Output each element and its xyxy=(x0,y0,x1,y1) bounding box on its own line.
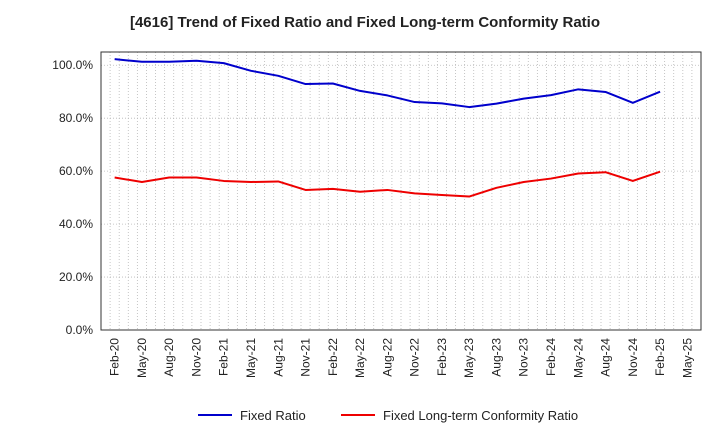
x-tick-label: May-23 xyxy=(462,338,476,378)
x-tick-label: Nov-20 xyxy=(189,338,203,377)
y-axis-tick-labels: 0.0% 20.0% 40.0% 60.0% 80.0% 100.0% xyxy=(52,58,93,337)
y-tick-label: 40.0% xyxy=(59,217,93,231)
x-tick-label: May-25 xyxy=(680,338,694,378)
x-tick-label: Feb-23 xyxy=(435,338,449,376)
x-tick-label: Aug-22 xyxy=(380,338,394,377)
x-axis-tick-labels: Feb-20 May-20 Aug-20 Nov-20 Feb-21 May-21 Aug-… xyxy=(108,338,695,378)
series-line-fixed-long-term-conformity-ratio xyxy=(114,170,661,198)
x-tick-label: Aug-24 xyxy=(599,338,613,377)
x-tick-label: Nov-22 xyxy=(408,338,422,377)
x-tick-label: Feb-21 xyxy=(217,338,231,376)
series-line-fixed-ratio xyxy=(114,58,661,109)
x-tick-label: Feb-24 xyxy=(544,338,558,376)
x-tick-label: May-22 xyxy=(353,338,367,378)
x-tick-label: Aug-21 xyxy=(271,338,285,377)
legend-label: Fixed Long-term Conformity Ratio xyxy=(383,408,578,423)
x-tick-label: Nov-23 xyxy=(517,338,531,377)
x-tick-label: May-24 xyxy=(571,338,585,378)
x-tick-label: Feb-22 xyxy=(326,338,340,376)
x-tick-label: Feb-25 xyxy=(653,338,667,376)
x-tick-label: Nov-21 xyxy=(299,338,313,377)
series-lines xyxy=(114,58,661,198)
grid-lines xyxy=(101,52,701,331)
y-tick-label: 60.0% xyxy=(59,164,93,178)
y-tick-label: 80.0% xyxy=(59,111,93,125)
plot-area-frame xyxy=(100,51,702,331)
y-tick-label: 100.0% xyxy=(52,58,93,72)
y-tick-label: 20.0% xyxy=(59,270,93,284)
x-tick-label: Feb-20 xyxy=(108,338,122,376)
chart-title: [4616] Trend of Fixed Ratio and Fixed Lo… xyxy=(129,14,601,31)
x-tick-label: May-21 xyxy=(244,338,258,378)
x-tick-label: Aug-23 xyxy=(489,338,503,377)
x-tick-label: May-20 xyxy=(135,338,149,378)
y-tick-label: 0.0% xyxy=(66,323,94,337)
legend: Fixed Ratio Fixed Long-term Conformity Ra… xyxy=(198,408,578,423)
legend-label: Fixed Ratio xyxy=(240,408,306,423)
x-tick-label: Nov-24 xyxy=(626,338,640,377)
x-tick-label: Aug-20 xyxy=(162,338,176,377)
